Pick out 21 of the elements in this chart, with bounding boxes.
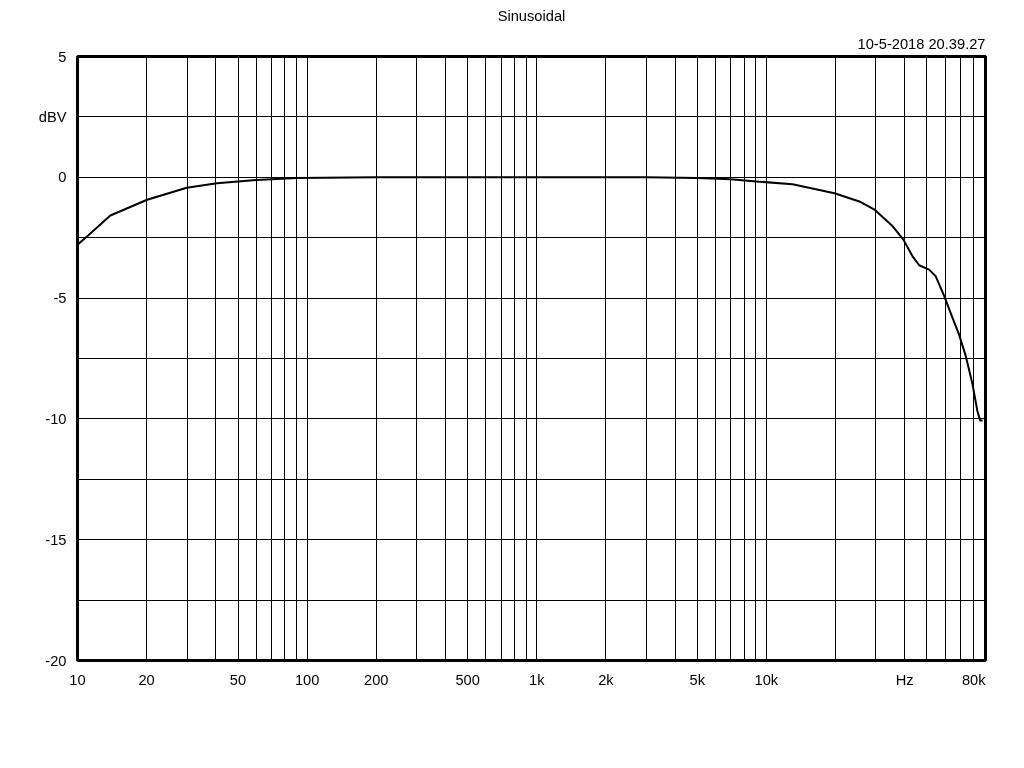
- x-tick-label: 10: [69, 671, 86, 688]
- x-tick-label: 100: [294, 671, 320, 688]
- x-tick-label: 50: [229, 671, 247, 688]
- y-tick-label: -20: [45, 652, 67, 669]
- x-tick-label: 2k: [598, 671, 615, 688]
- x-tick-label: 10k: [754, 671, 779, 688]
- x-tick-label: 20: [138, 671, 155, 688]
- text: 10-5-2018 20.39.27: [857, 35, 986, 52]
- x-tick-label: 80k: [961, 671, 987, 688]
- x-tick-label: Hz: [895, 671, 914, 688]
- y-tick-label: -15: [45, 531, 67, 548]
- x-tick-label: 200: [364, 671, 389, 688]
- y-tick-label: 0: [58, 169, 67, 186]
- y-tick-label: -10: [45, 410, 67, 427]
- y-tick-label: dBV: [38, 108, 67, 125]
- x-tick-label: 500: [455, 671, 480, 688]
- chart-title: Sinusoidal: [497, 7, 566, 24]
- y-tick-label: 5: [58, 48, 67, 65]
- x-tick-label: 1k: [529, 671, 546, 688]
- x-tick-label: 5k: [689, 671, 706, 688]
- y-tick-label: -5: [53, 290, 67, 307]
